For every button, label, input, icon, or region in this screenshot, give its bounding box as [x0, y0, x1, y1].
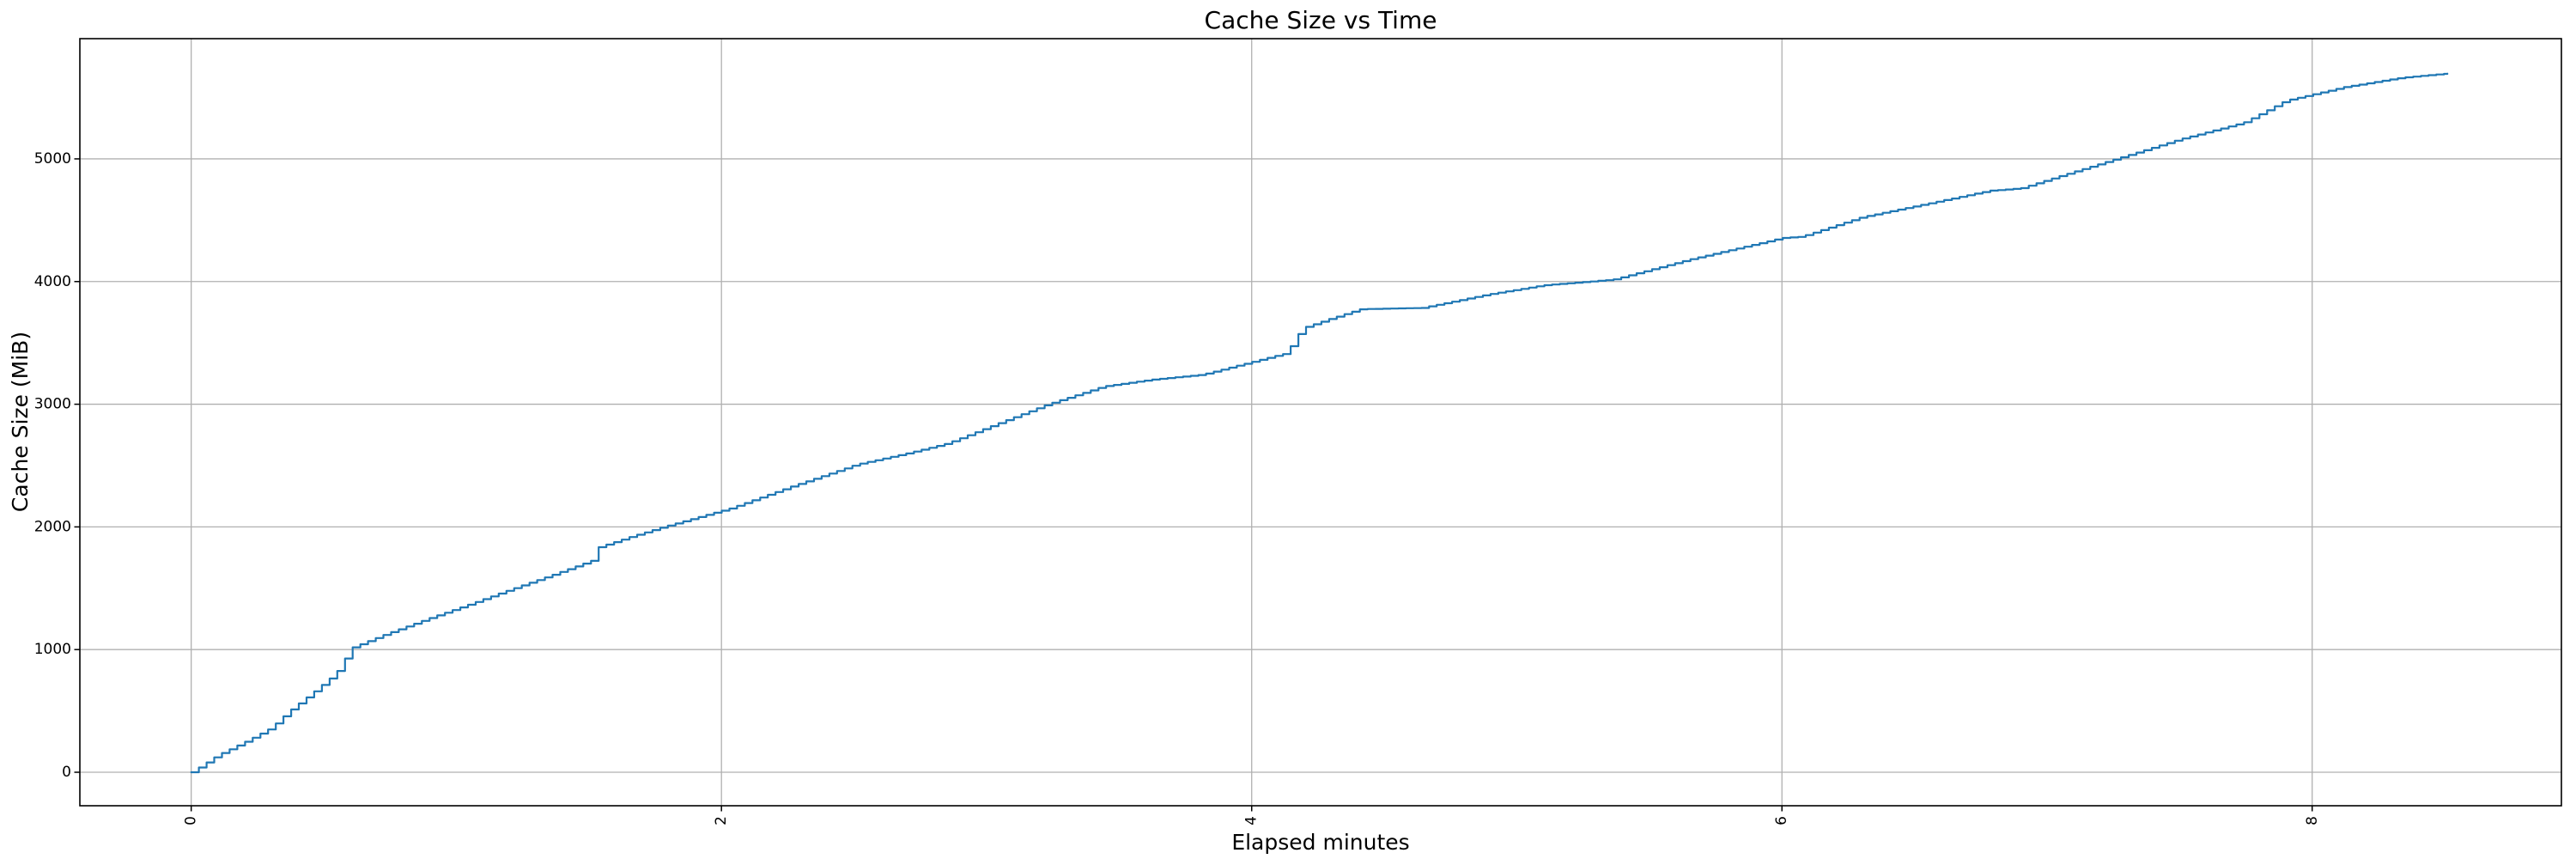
y-tick-label: 0 — [62, 764, 71, 781]
y-tick-label: 5000 — [34, 150, 71, 168]
tick-layer: 0 2 4 6 8 0 1000 2000 3000 4000 5000 — [34, 150, 2321, 825]
y-tick-label: 4000 — [34, 273, 71, 290]
series-layer — [190, 72, 2449, 774]
chart-title: Cache Size vs Time — [1205, 6, 1437, 34]
x-tick-label: 8 — [2304, 816, 2321, 825]
plot-border — [79, 38, 2562, 807]
y-tick-label: 2000 — [34, 518, 71, 535]
x-tick-label: 0 — [183, 816, 200, 825]
grid-layer — [80, 39, 2561, 806]
cache-size-line — [190, 72, 2449, 774]
y-tick-label: 3000 — [34, 396, 71, 413]
y-tick-label: 1000 — [34, 641, 71, 658]
x-axis-label: Elapsed minutes — [1231, 830, 1409, 855]
x-tick-label: 4 — [1243, 816, 1261, 825]
x-tick-label: 2 — [713, 816, 730, 825]
y-axis-label: Cache Size (MiB) — [8, 332, 33, 512]
x-tick-label: 6 — [1773, 816, 1790, 825]
